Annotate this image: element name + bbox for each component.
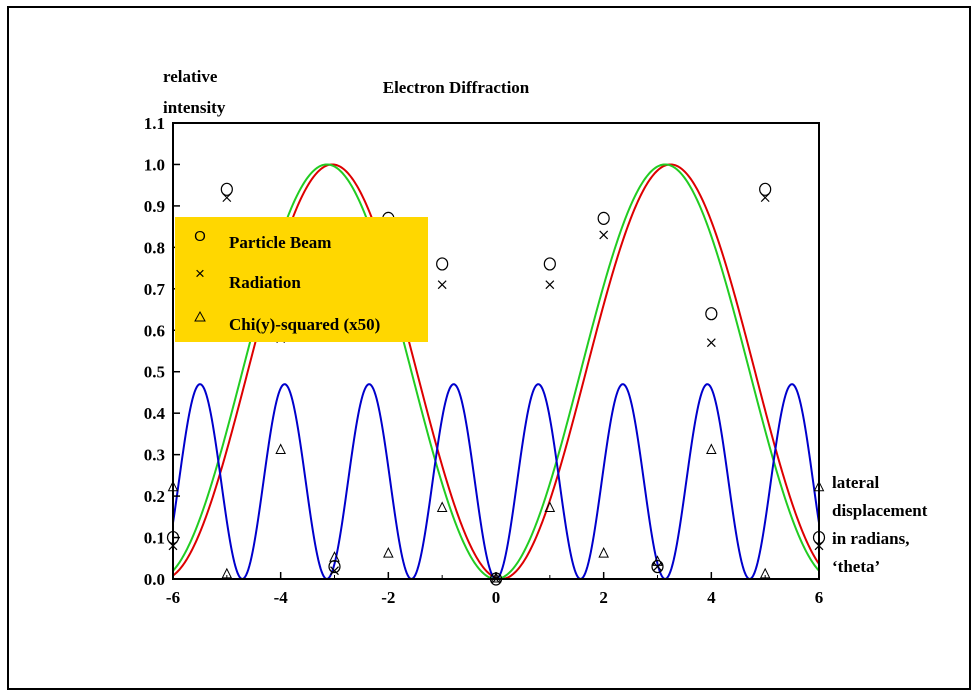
x-tick-label: 6 (815, 588, 824, 607)
x-tick-label: -2 (381, 588, 395, 607)
x-tick-label: 2 (599, 588, 608, 607)
x-tick-label: 4 (707, 588, 716, 607)
particle-beam-point (705, 307, 718, 321)
chart-title: Electron Diffraction (383, 78, 530, 97)
y-tick-label: 0.8 (144, 238, 165, 257)
chi-squared-point (598, 547, 609, 558)
legend-label: Particle Beam (229, 233, 331, 252)
plot-area-border (172, 122, 820, 580)
legend-marker-cross: × (195, 264, 205, 283)
chi-squared-point (490, 571, 502, 583)
particle-beam-point (597, 211, 610, 225)
legend-item-particle-beam: O Particle Beam (194, 228, 331, 252)
particle-beam-point (328, 559, 341, 574)
chi-squared-point (544, 501, 556, 513)
chi-squared-point (329, 551, 340, 562)
radiation-point (437, 280, 447, 290)
legend-marker-triangle (194, 310, 206, 322)
legend-item-radiation: × Radiation (195, 264, 301, 292)
particle-beam-point (220, 182, 233, 196)
x-tick-label: -6 (166, 588, 180, 607)
y-tick-label: 0.7 (144, 280, 166, 299)
y-tick-label: 0.0 (144, 570, 165, 589)
y-tick-label: 0.9 (144, 197, 165, 216)
y-tick-label: 1.1 (144, 114, 165, 133)
y-axis-label-line1: relative (163, 67, 218, 86)
y-tick-label: 0.5 (144, 363, 165, 382)
figure-frame (7, 6, 971, 690)
chi-squared-point (706, 443, 717, 454)
chi-squared-point (436, 501, 448, 513)
chi-squared-point (275, 443, 286, 454)
legend-label: Chi(y)-squared (x50) (229, 315, 380, 334)
y-tick-label: 0.4 (144, 404, 166, 423)
y-tick-label: 0.3 (144, 446, 165, 465)
legend-marker-circle: O (194, 228, 206, 245)
legend-item-chi-squared: Chi(y)-squared (x50) (194, 310, 380, 334)
y-tick-label: 0.6 (144, 321, 165, 340)
series-line-blue (172, 383, 820, 581)
radiation-point (545, 280, 555, 290)
y-tick-label: 0.2 (144, 487, 165, 506)
particle-beam-point (543, 257, 556, 271)
radiation-point (706, 338, 716, 348)
radiation-point (330, 566, 339, 576)
axis-ticks: -6 -4 -2 0 2 4 6 0.0 0.1 0.2 0.3 0.4 0.5 0.6 0.7 0.8 0.9… (144, 114, 824, 607)
x-axis-label-line2: displacement (832, 501, 928, 520)
x-tick-label: 0 (492, 588, 501, 607)
x-axis-label-line4: ‘theta’ (832, 557, 880, 576)
radiation-point (653, 562, 662, 571)
radiation-point (599, 230, 609, 240)
chi-squared-point (652, 555, 663, 566)
particle-beam-point (651, 559, 664, 574)
y-axis-label-line2: intensity (163, 98, 226, 117)
x-tick-label: -4 (274, 588, 289, 607)
x-axis-label-line3: in radians, (832, 529, 909, 548)
particle-beam-point (759, 182, 772, 196)
particle-beam-point (436, 257, 449, 271)
y-tick-label: 0.1 (144, 529, 165, 548)
chi-squared-point (383, 547, 394, 558)
legend: O Particle Beam × Radiation Chi(y)-squar… (175, 217, 428, 342)
x-axis-label-line1: lateral (832, 473, 879, 492)
legend-background (175, 217, 428, 342)
y-tick-label: 1.0 (144, 155, 165, 174)
legend-label: Radiation (229, 273, 301, 292)
radiation-point (222, 193, 232, 203)
radiation-point (760, 193, 770, 203)
